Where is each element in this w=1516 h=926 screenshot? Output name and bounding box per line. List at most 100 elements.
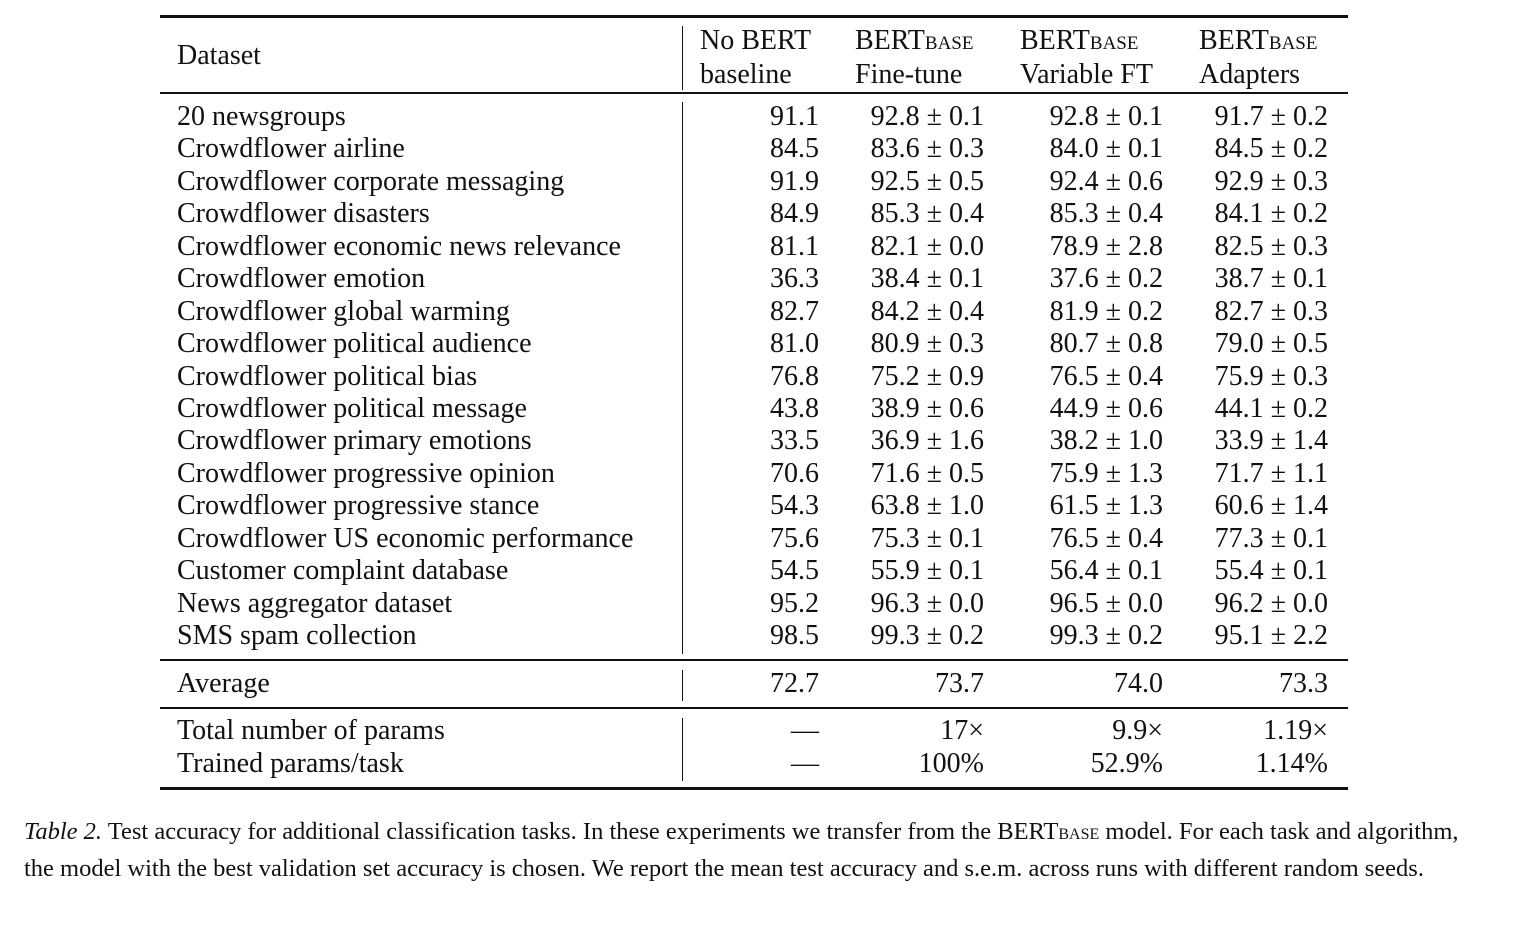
cell-value: 75.9 ± 1.3 xyxy=(1049,457,1163,489)
header-cell: Dataset xyxy=(177,40,261,71)
row-label: Crowdflower corporate messaging xyxy=(177,165,565,197)
cell-value: 92.8 ± 0.1 xyxy=(1049,101,1163,132)
cell-value: 81.0 xyxy=(770,328,819,360)
cell-value: 1.14% xyxy=(1255,748,1328,779)
cell-value: 38.9 ± 0.6 xyxy=(870,392,984,424)
header-line: Adapters xyxy=(1199,59,1301,90)
header-line: Variable FT xyxy=(1020,59,1153,90)
row-label: Crowdflower political bias xyxy=(177,360,478,392)
cell-value: 52.9% xyxy=(1090,748,1163,779)
cell-value: 60.6 ± 1.4 xyxy=(1214,490,1328,522)
cell-value: 38.4 ± 0.1 xyxy=(870,263,984,295)
cell-value: 70.6 xyxy=(770,457,819,489)
cell-value: 9.9× xyxy=(1112,715,1163,746)
row-label: Crowdflower political audience xyxy=(177,328,532,360)
cell-value: 33.5 xyxy=(770,425,819,457)
cell-value: 96.2 ± 0.0 xyxy=(1214,587,1328,619)
rule xyxy=(681,26,683,90)
cell-value: 92.5 ± 0.5 xyxy=(870,165,984,197)
row-label: Total number of params xyxy=(177,715,445,746)
caption-text: model. For each task and algorithm, the … xyxy=(24,818,1459,882)
row-label: Crowdflower progressive opinion xyxy=(177,457,555,489)
header-line: BERTBASE xyxy=(1020,25,1138,60)
cell-value: 84.5 xyxy=(770,133,819,165)
cell-value: 82.7 ± 0.3 xyxy=(1214,295,1328,327)
cell-value: 73.7 xyxy=(935,668,984,699)
header-text: No BERT xyxy=(700,25,812,56)
cell-value: 75.3 ± 0.1 xyxy=(870,522,984,554)
cell-value: 84.0 ± 0.1 xyxy=(1049,133,1163,165)
row-label: Crowdflower political message xyxy=(177,392,527,424)
cell-value: 54.3 xyxy=(770,490,819,522)
cell-value: 56.4 ± 0.1 xyxy=(1049,555,1163,587)
cell-value: 92.8 ± 0.1 xyxy=(870,101,984,132)
rule xyxy=(160,787,1348,790)
cell-value: 77.3 ± 0.1 xyxy=(1214,522,1328,554)
cell-value: 80.7 ± 0.8 xyxy=(1049,328,1163,360)
cell-value: 82.7 xyxy=(770,295,819,327)
cell-value: — xyxy=(791,715,819,746)
cell-value: 38.7 ± 0.1 xyxy=(1214,263,1328,295)
cell-value: 92.9 ± 0.3 xyxy=(1214,165,1328,197)
cell-value: 43.8 xyxy=(770,392,819,424)
cell-value: 44.9 ± 0.6 xyxy=(1049,392,1163,424)
cell-value: 79.0 ± 0.5 xyxy=(1214,328,1328,360)
cell-value: 84.1 ± 0.2 xyxy=(1214,198,1328,230)
cell-value: 91.1 xyxy=(770,101,819,132)
rule xyxy=(160,707,1348,709)
cell-value: 61.5 ± 1.3 xyxy=(1049,490,1163,522)
row-label: Average xyxy=(177,668,270,699)
cell-value: 98.5 xyxy=(770,620,819,652)
cell-value: 72.7 xyxy=(770,668,819,699)
row-label: SMS spam collection xyxy=(177,620,417,652)
cell-value: 78.9 ± 2.8 xyxy=(1049,230,1163,262)
cell-value: 84.2 ± 0.4 xyxy=(870,295,984,327)
cell-value: 82.5 ± 0.3 xyxy=(1214,230,1328,262)
rule xyxy=(681,102,683,654)
row-label: Customer complaint database xyxy=(177,555,509,587)
row-label: Trained params/task xyxy=(177,748,404,779)
cell-value: 99.3 ± 0.2 xyxy=(870,620,984,652)
cell-value: 95.1 ± 2.2 xyxy=(1214,620,1328,652)
cell-value: 75.9 ± 0.3 xyxy=(1214,360,1328,392)
header-line: No BERT xyxy=(700,25,811,57)
cell-value: 76.8 xyxy=(770,360,819,392)
cell-value: 99.3 ± 0.2 xyxy=(1049,620,1163,652)
row-label: Crowdflower disasters xyxy=(177,198,430,230)
cell-value: 92.4 ± 0.6 xyxy=(1049,165,1163,197)
cell-value: 71.6 ± 0.5 xyxy=(870,457,984,489)
row-label: 20 newsgroups xyxy=(177,101,346,132)
caption-subscript: BASE xyxy=(1058,826,1100,843)
cell-value: 36.9 ± 1.6 xyxy=(870,425,984,457)
cell-value: 33.9 ± 1.4 xyxy=(1214,425,1328,457)
header-line: baseline xyxy=(700,59,792,90)
cell-value: 81.1 xyxy=(770,230,819,262)
row-label: Crowdflower emotion xyxy=(177,263,426,295)
rule xyxy=(681,670,683,701)
header-text: BERT xyxy=(1020,25,1090,56)
cell-value: 95.2 xyxy=(770,587,819,619)
cell-value: 75.2 ± 0.9 xyxy=(870,360,984,392)
cell-value: 44.1 ± 0.2 xyxy=(1214,392,1328,424)
cell-value: 85.3 ± 0.4 xyxy=(870,198,984,230)
rule xyxy=(160,92,1348,94)
cell-value: 91.7 ± 0.2 xyxy=(1214,101,1328,132)
cell-value: 83.6 ± 0.3 xyxy=(870,133,984,165)
rule xyxy=(160,15,1348,18)
cell-value: 76.5 ± 0.4 xyxy=(1049,522,1163,554)
row-label: Crowdflower economic news relevance xyxy=(177,230,621,262)
header-line: BERTBASE xyxy=(1199,25,1317,60)
cell-value: 37.6 ± 0.2 xyxy=(1049,263,1163,295)
cell-value: 96.5 ± 0.0 xyxy=(1049,587,1163,619)
cell-value: 91.9 xyxy=(770,165,819,197)
cell-value: 100% xyxy=(918,748,984,779)
row-label: Crowdflower global warming xyxy=(177,295,510,327)
caption-label: Table 2. xyxy=(24,818,103,845)
cell-value: 63.8 ± 1.0 xyxy=(870,490,984,522)
row-label: Crowdflower US economic performance xyxy=(177,522,634,554)
cell-value: 55.9 ± 0.1 xyxy=(870,555,984,587)
cell-value: 80.9 ± 0.3 xyxy=(870,328,984,360)
cell-value: 54.5 xyxy=(770,555,819,587)
cell-value: 36.3 xyxy=(770,263,819,295)
